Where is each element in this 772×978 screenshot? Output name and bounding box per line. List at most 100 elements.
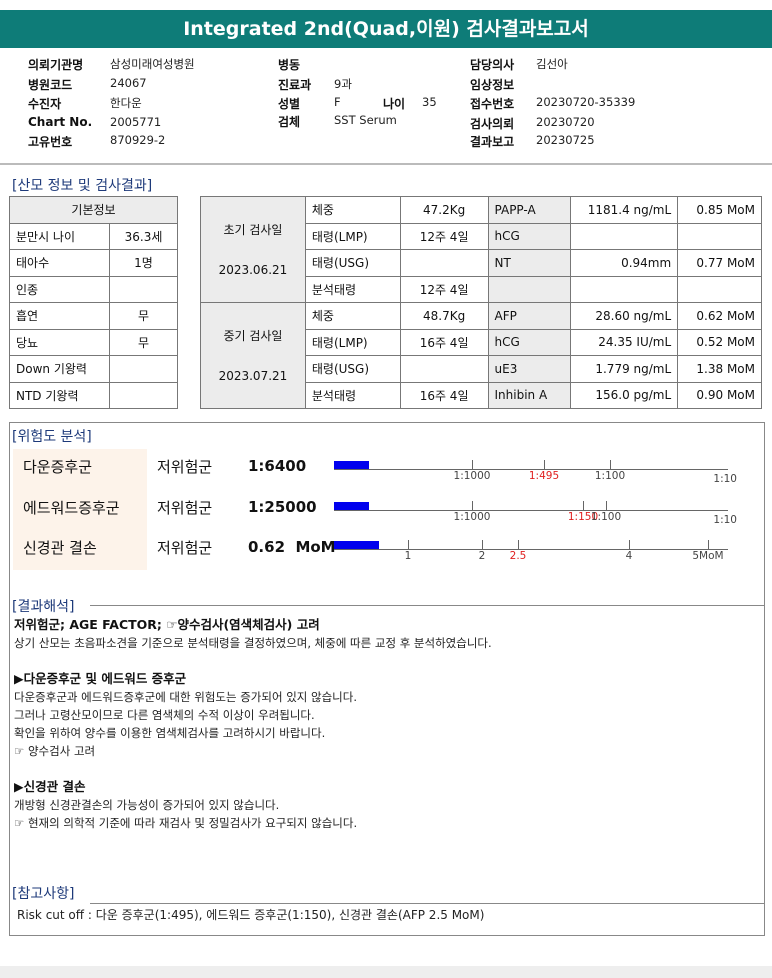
risk-tick: [472, 460, 473, 469]
info-label: 병동: [278, 58, 301, 72]
age-label: 나이: [383, 97, 406, 111]
test-label: 중기 검사일: [223, 328, 283, 343]
marker-name: uE3: [487, 355, 572, 383]
risk-scale-line: [334, 549, 728, 550]
risk-tick: [708, 540, 709, 549]
test-date-cell: 초기 검사일 2023.06.21: [200, 196, 306, 303]
info-value: 20230720-35339: [536, 95, 636, 109]
info-value: 김선아: [536, 57, 568, 71]
risk-tick-label: 1:100: [594, 470, 626, 482]
basic-value: [109, 355, 178, 383]
info-value: 20230720: [536, 115, 595, 129]
item-value: 16주 4일: [399, 381, 489, 409]
basic-value: 무: [109, 328, 178, 356]
basic-label: 당뇨: [9, 328, 110, 356]
info-label: 고유번호: [28, 135, 73, 149]
risk-tick-label: 1:1000: [453, 470, 491, 482]
marker-mom: 0.52 MoM: [677, 328, 762, 356]
risk-tick-label: 1:10: [713, 514, 737, 526]
age-value: 35: [422, 95, 437, 109]
marker-value: 1.779 ng/mL: [570, 355, 679, 383]
info-value: 한다운: [110, 96, 142, 110]
marker-mom: 0.85 MoM: [677, 196, 762, 224]
table-row: 인종: [9, 275, 178, 303]
info-value: SST Serum: [334, 113, 397, 127]
risk-bar: [334, 502, 370, 510]
item-value: 47.2Kg: [399, 196, 489, 224]
footer-band: [0, 966, 772, 978]
item-label: 태령(LMP): [304, 328, 401, 356]
table-row: NTD 기왕력: [9, 381, 178, 409]
risk-bar: [334, 461, 370, 469]
item-value: 12주 4일: [399, 222, 489, 250]
table-row: Down 기왕력: [9, 355, 178, 383]
item-label: 태령(LMP): [304, 222, 401, 250]
divider: [90, 903, 765, 904]
marker-mom: [677, 275, 762, 303]
section-title-reference: [참고사항]: [12, 886, 75, 902]
info-value: 9과: [334, 77, 352, 91]
test-date: 2023.06.21: [218, 262, 288, 277]
basic-label: NTD 기왕력: [9, 381, 110, 409]
risk-tick-label: 1:10: [713, 473, 737, 485]
marker-value: [570, 275, 679, 303]
table-row: 태령(LMP) 12주 4일 hCG: [201, 222, 762, 250]
info-value: 20230725: [536, 133, 595, 147]
risk-analysis-panel: [9, 422, 765, 936]
marker-value: 1181.4 ng/mL: [570, 196, 679, 224]
risk-tick: [408, 540, 409, 549]
risk-tick-label: 2: [478, 550, 486, 562]
info-label: 임상정보: [470, 78, 515, 92]
marker-value: [570, 222, 679, 250]
interpretation-text: 저위험군; AGE FACTOR; ☞양수검사(염색체검사) 고려 상기 산모는 …: [14, 616, 492, 832]
table-row: 초기 검사일 2023.06.21 체중 47.2Kg PAPP-A 1181.4 ng/…: [200, 196, 762, 303]
risk-tick-label: 5MoM: [692, 550, 724, 562]
risk-group: 저위험군: [157, 458, 213, 476]
reference-text: Risk cut off : 다운 증후군(1:495), 에드워드 증후군(1…: [17, 908, 485, 922]
item-label: 태령(USG): [304, 355, 401, 383]
info-label: 검체: [278, 115, 301, 129]
marker-mom: 0.62 MoM: [677, 302, 762, 330]
risk-value: 0.62 MoM: [248, 538, 336, 556]
table-row: 태아수 1명: [9, 249, 178, 277]
info-label: 결과보고: [470, 135, 515, 149]
risk-scale-line: [334, 510, 728, 511]
section-title-risk: [위험도 분석]: [12, 429, 92, 445]
item-value: 48.7Kg: [399, 302, 489, 330]
divider: [90, 605, 765, 606]
item-label: 체중: [304, 196, 401, 224]
basic-value: [109, 275, 178, 303]
risk-tick: [610, 460, 611, 469]
info-label: 수진자: [28, 97, 62, 111]
item-label: 분석태령: [304, 381, 401, 409]
marker-mom: 0.90 MoM: [677, 381, 762, 409]
item-label: 태령(USG): [304, 249, 401, 277]
risk-tick: [482, 540, 483, 549]
marker-value: 28.60 ng/mL: [570, 302, 679, 330]
marker-mom: [677, 222, 762, 250]
interpretation-line: 확인을 위하여 양수를 이용한 염색체검사를 고려하시기 바랍니다.: [14, 726, 326, 740]
risk-scale-line: [334, 469, 728, 470]
risk-tick: [518, 540, 519, 549]
table-row: 태령(USG) NT 0.94mm 0.77 MoM: [201, 249, 762, 277]
risk-name: 다운증후군: [23, 458, 93, 476]
marker-value: 0.94mm: [570, 249, 679, 277]
marker-name: [487, 275, 572, 303]
basic-info-table: 기본정보 분만시 나이 36.3세 태아수 1명 인종 흡연 무 당뇨 무 Down 기왕력 NTD …: [9, 196, 178, 409]
marker-name: Inhibin A: [487, 381, 572, 409]
basic-value: 무: [109, 302, 178, 330]
report-title: Integrated 2nd(Quad,이원) 검사결과보고서: [0, 10, 772, 48]
risk-value: 1:25000: [248, 498, 317, 516]
info-label: 담당의사: [470, 58, 515, 72]
item-value: 12주 4일: [399, 275, 489, 303]
marker-name: hCG: [487, 222, 572, 250]
interpretation-line: [14, 652, 492, 670]
interpretation-line: 그러나 고령산모이므로 다른 염색체의 수적 이상이 우려됩니다.: [14, 708, 315, 722]
table-row: 흡연 무: [9, 302, 178, 330]
info-label: 의뢰기관명: [28, 58, 84, 72]
test-label: 초기 검사일: [223, 222, 283, 237]
risk-bar: [334, 541, 380, 549]
table-row: 당뇨 무: [9, 328, 178, 356]
marker-mom: 1.38 MoM: [677, 355, 762, 383]
table-row: 분석태령 12주 4일: [201, 275, 762, 303]
